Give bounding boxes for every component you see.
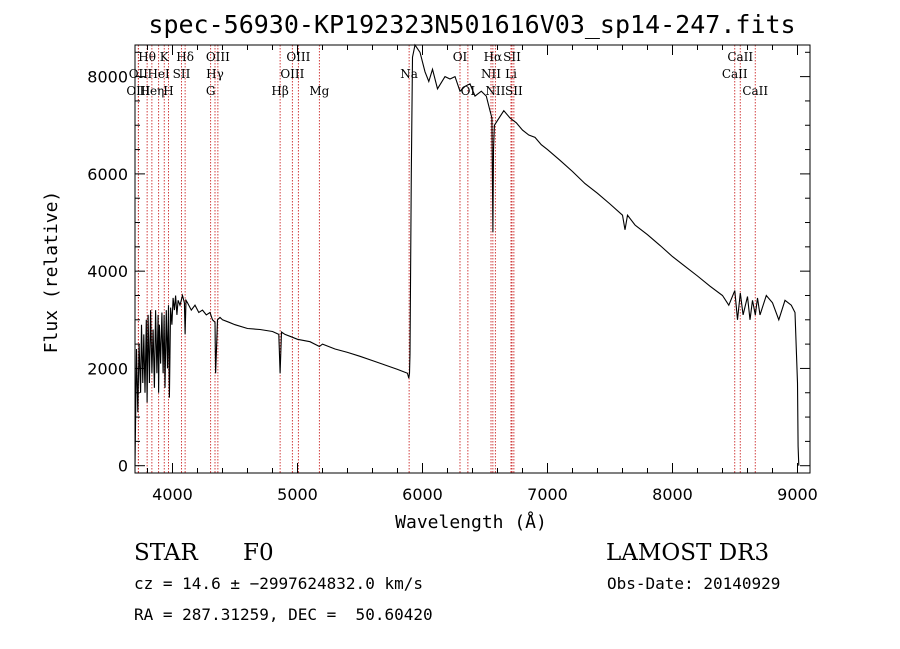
line-label-23: NII xyxy=(485,84,505,98)
line-label-26: CaII xyxy=(722,67,748,81)
x-tick-label: 6000 xyxy=(402,485,443,504)
line-label-11: G xyxy=(206,84,216,98)
line-label-4: K xyxy=(160,50,170,64)
x-axis-label: Wavelength (Å) xyxy=(395,511,547,533)
line-label-5: HeI xyxy=(147,67,170,81)
axis-tick-labels: 4000 5000 6000 7000 8000 9000 0 2000 4000 6000 800… xyxy=(87,68,818,504)
line-label-21: NII xyxy=(481,67,501,81)
line-label-7: H xyxy=(163,84,173,98)
line-label-14: OIII xyxy=(280,67,304,81)
x-tick-label: 8000 xyxy=(652,485,693,504)
survey-name: LAMOST DR3 xyxy=(606,540,769,566)
line-label-1: OII xyxy=(129,67,149,81)
line-label-16: Na xyxy=(400,67,418,81)
line-label-20: SII xyxy=(503,50,521,64)
chart-title: spec-56930-KP192323N501616V03_sp14-247.f… xyxy=(148,10,795,39)
line-label-24: SII xyxy=(505,84,523,98)
redshift-text: cz = 14.6 ± −2997624832.0 km/s xyxy=(134,574,423,593)
spectral-line-markers xyxy=(137,45,756,473)
y-tick-label: 0 xyxy=(118,457,128,476)
flux-series-line xyxy=(134,43,800,466)
plot-frame xyxy=(134,44,811,474)
line-label-3: Heη xyxy=(139,84,164,98)
line-label-6: SII xyxy=(173,67,191,81)
line-label-12: Hβ xyxy=(271,84,288,98)
y-tick-label: 6000 xyxy=(87,165,128,184)
line-label-25: CaII xyxy=(727,50,753,64)
object-subclass: F0 xyxy=(243,540,274,566)
line-label-17: OI xyxy=(453,50,468,64)
x-tick-label: 9000 xyxy=(777,485,818,504)
line-label-9: OIII xyxy=(206,50,230,64)
line-label-19: Hα xyxy=(484,50,503,64)
line-label-2: OIII xyxy=(126,84,150,98)
axis-ticks xyxy=(135,45,810,473)
line-label-13: OIII xyxy=(286,50,310,64)
line-label-15: Mg xyxy=(309,84,329,98)
line-label-0: Hθ xyxy=(138,50,156,64)
y-axis-label: Flux (relative) xyxy=(41,191,62,354)
y-tick-label: 8000 xyxy=(87,68,128,87)
y-tick-label: 4000 xyxy=(87,262,128,281)
line-label-27: CaII xyxy=(742,84,768,98)
object-class: STAR xyxy=(134,540,198,566)
line-label-10: Hγ xyxy=(206,67,224,81)
obs-date: Obs-Date: 20140929 xyxy=(607,574,780,593)
x-tick-label: 7000 xyxy=(527,485,568,504)
coordinates: RA = 287.31259, DEC = 50.60420 xyxy=(134,605,433,624)
line-label-22: Li xyxy=(505,67,517,81)
x-tick-label: 5000 xyxy=(277,485,318,504)
x-tick-label: 4000 xyxy=(152,485,193,504)
line-label-8: Hδ xyxy=(176,50,194,64)
y-tick-label: 2000 xyxy=(87,359,128,378)
